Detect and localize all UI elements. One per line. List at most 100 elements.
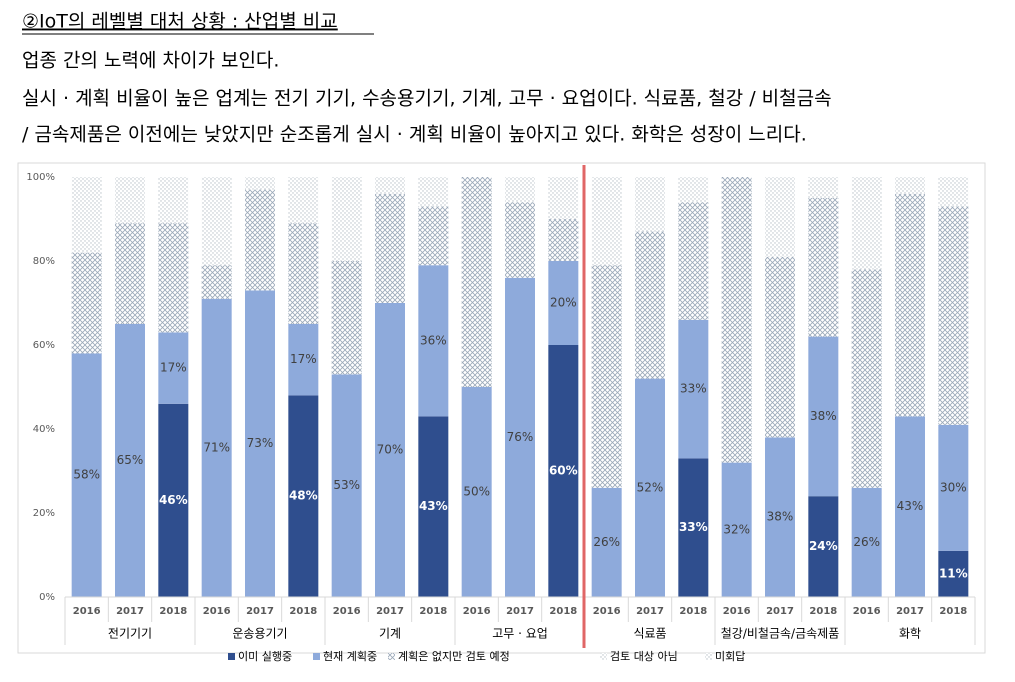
data-label: 60% xyxy=(549,464,578,478)
text-line: / 금속제품은 이전에는 낮았지만 순조롭게 실시 · 계획 비율이 높아지고 … xyxy=(22,124,807,146)
bar-segment xyxy=(245,290,275,597)
bar-segment xyxy=(548,261,579,345)
legend-swatch xyxy=(600,653,607,660)
data-label: 36% xyxy=(420,333,447,347)
data-label: 33% xyxy=(679,520,708,534)
bar-segment xyxy=(938,206,969,425)
bar-segment xyxy=(635,231,665,379)
bar-segment xyxy=(158,223,189,333)
bar-segment xyxy=(808,177,839,198)
data-label: 24% xyxy=(809,539,838,553)
x-tick-label: 2017 xyxy=(636,606,664,617)
bar-segment xyxy=(938,424,969,551)
bar-segment xyxy=(721,177,752,463)
bar-segment xyxy=(678,177,709,203)
bar-segment xyxy=(288,395,319,597)
x-tick-label: 2017 xyxy=(246,606,274,617)
bar-segment xyxy=(201,265,232,299)
x-tick-label: 2018 xyxy=(419,606,447,617)
bar-segment xyxy=(808,496,839,597)
bar-segment xyxy=(115,324,145,597)
data-label: 11% xyxy=(939,566,968,580)
chart: 0% 20% 40% 60% 80% 100% 58% 2016 65% 2017 46% 17% 20… xyxy=(26,165,976,663)
data-label: 38% xyxy=(810,409,837,423)
bar-segment xyxy=(635,177,665,232)
legend-label: 이미 실행중 xyxy=(238,650,292,663)
legend-swatch xyxy=(705,653,712,660)
y-tick-label: 100% xyxy=(26,172,55,183)
bar-segment xyxy=(895,193,925,417)
legend-label: 미회답 xyxy=(715,650,745,663)
data-label: 20% xyxy=(550,296,577,310)
bar-segment xyxy=(548,345,579,597)
data-label: 50% xyxy=(463,485,490,499)
group-label: 운송용기기 xyxy=(232,627,287,641)
x-tick-label: 2018 xyxy=(159,606,187,617)
bar-segment xyxy=(461,387,492,597)
bar-segment xyxy=(375,193,405,303)
bar-segment xyxy=(851,177,882,270)
group-label: 전기기기 xyxy=(108,627,152,641)
group-label: 기계 xyxy=(379,627,401,641)
bar-segment xyxy=(591,265,622,488)
x-tick-label: 2016 xyxy=(203,606,231,617)
bar-segment xyxy=(678,458,709,597)
x-tick-label: 2018 xyxy=(549,606,577,617)
group-label: 식료품 xyxy=(633,627,666,641)
x-tick-label: 2017 xyxy=(376,606,404,617)
x-tick-label: 2016 xyxy=(73,606,101,617)
data-label: 58% xyxy=(73,468,100,482)
bar-segment xyxy=(331,374,362,597)
bar-segment xyxy=(375,303,405,597)
bar-segment xyxy=(938,177,969,207)
bar-segment xyxy=(158,403,189,597)
bar-segment xyxy=(851,487,882,597)
data-label: 30% xyxy=(940,480,967,494)
bar-segment xyxy=(548,177,579,219)
text-line: 실시 · 계획 비율이 높은 업계는 전기 기기, 수송용기기, 기계, 고무 … xyxy=(22,88,832,110)
bar-segment xyxy=(418,206,449,266)
data-label: 52% xyxy=(637,480,664,494)
legend-swatch xyxy=(228,653,235,660)
y-tick-label: 60% xyxy=(33,340,55,351)
data-label: 48% xyxy=(289,489,318,503)
bar-segment xyxy=(288,177,319,224)
x-tick-label: 2016 xyxy=(593,606,621,617)
x-tick-label: 2016 xyxy=(463,606,491,617)
bar-segment xyxy=(158,177,189,224)
x-tick-label: 2017 xyxy=(766,606,794,617)
bar-segment xyxy=(461,177,492,387)
bar-segment xyxy=(505,277,535,597)
data-label: 17% xyxy=(160,361,187,375)
bar-segment xyxy=(505,177,535,203)
bar-segment xyxy=(591,487,622,597)
bar-segment xyxy=(895,177,925,194)
legend-swatch xyxy=(313,653,320,660)
data-label: 76% xyxy=(507,430,534,444)
bar-segment xyxy=(418,177,449,207)
data-label: 38% xyxy=(767,510,794,524)
data-label: 32% xyxy=(723,522,750,536)
bar-segment xyxy=(71,177,102,253)
bar-segment xyxy=(765,177,795,257)
data-label: 17% xyxy=(290,352,317,366)
x-tick-label: 2018 xyxy=(289,606,317,617)
bar-segment xyxy=(158,332,189,404)
bar-segment xyxy=(288,223,319,324)
bar-segment xyxy=(895,416,925,597)
bar-segment xyxy=(331,261,362,375)
x-tick-label: 2017 xyxy=(896,606,924,617)
bar-segment xyxy=(201,298,232,597)
legend-swatch xyxy=(388,653,395,660)
data-label: 70% xyxy=(377,443,404,457)
y-tick-label: 80% xyxy=(33,256,55,267)
legend-label: 검토 대상 아님 xyxy=(610,650,678,663)
x-tick-label: 2016 xyxy=(333,606,361,617)
x-tick-label: 2016 xyxy=(723,606,751,617)
bar-segment xyxy=(375,177,405,194)
data-label: 43% xyxy=(897,499,924,513)
bar-segment xyxy=(938,550,969,597)
bar-segment xyxy=(115,223,145,324)
bar-segment xyxy=(331,177,362,261)
